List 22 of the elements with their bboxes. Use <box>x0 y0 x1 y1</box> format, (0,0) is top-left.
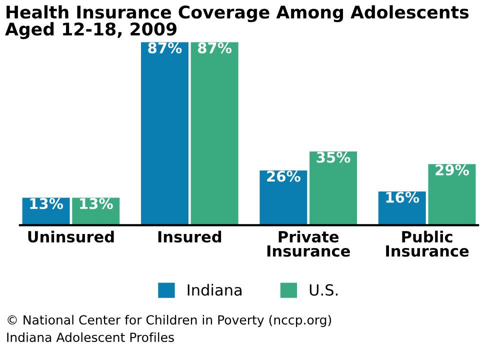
x-tick-label: Public Insurance <box>386 230 469 257</box>
bar <box>260 170 308 226</box>
legend-label: Indiana <box>188 284 242 296</box>
x-tick-label: Insured <box>158 230 222 243</box>
x-tick-label: Private Insurance <box>267 230 350 257</box>
data-label: 13% <box>80 198 113 210</box>
bar <box>190 42 238 226</box>
data-label: 87% <box>148 42 182 54</box>
bar <box>428 164 476 226</box>
data-label: 26% <box>267 170 300 182</box>
legend-label: U.S. <box>310 284 338 296</box>
x-tick-label: Uninsured <box>28 230 114 243</box>
text: Indiana Adolescent Profiles <box>7 332 174 342</box>
bar <box>140 42 188 226</box>
data-label: 16% <box>386 192 420 203</box>
data-label: 87% <box>198 42 232 54</box>
chart-title: Health Insurance Coverage Among Adolescents Aged 12-18, 2009 <box>5 5 469 40</box>
data-label: 35% <box>316 152 350 163</box>
data-label: 13% <box>30 198 64 210</box>
text: © National Center for Children in Poverty (nccp.org) <box>8 314 332 328</box>
bar <box>310 152 358 226</box>
data-label: 29% <box>436 164 469 176</box>
